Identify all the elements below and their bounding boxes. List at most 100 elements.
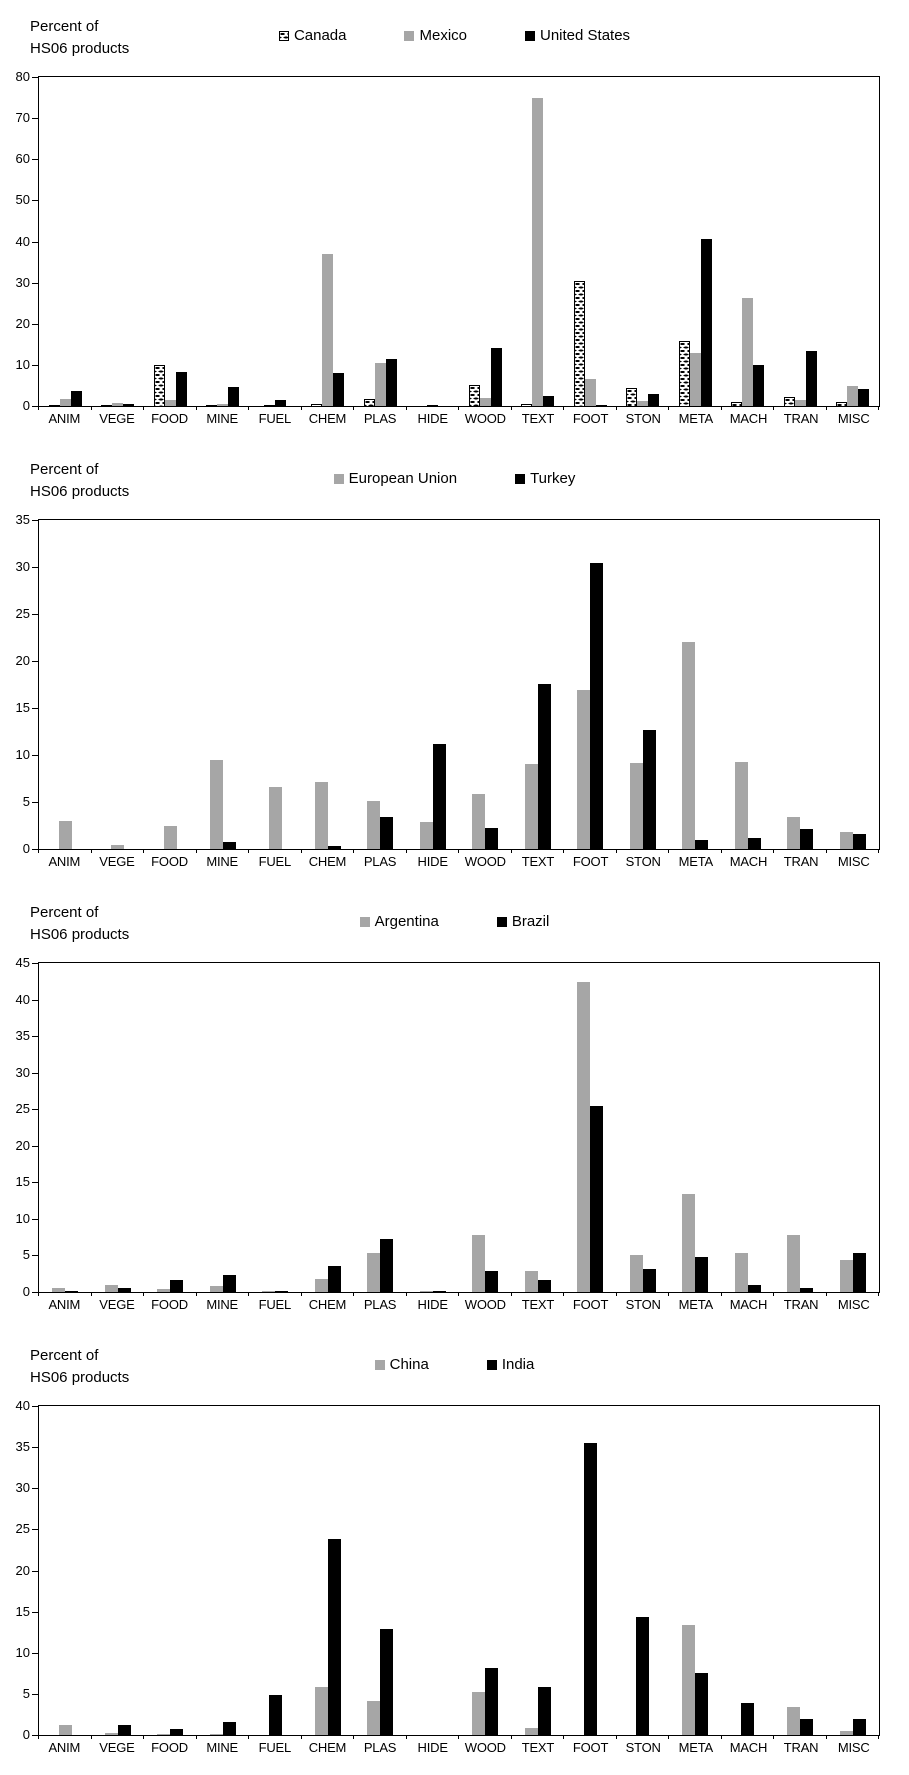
- bar-group-hide: [407, 520, 460, 849]
- bar-canada-hide: [427, 405, 439, 406]
- y-axis-tick: [32, 200, 38, 201]
- x-axis-tick: [353, 849, 354, 853]
- y-tick-label: 50: [15, 192, 30, 207]
- bar-european-union-fuel: [268, 787, 282, 849]
- y-axis-tick: [32, 365, 38, 366]
- bar-group-plas: [354, 77, 407, 406]
- y-tick-label: 25: [15, 1521, 30, 1536]
- y-axis-tick: [32, 1612, 38, 1613]
- chart-argentina-brazil: Percent of HS06 products Argentina Brazil …: [0, 886, 909, 1329]
- legend-item-united-states: United States: [525, 27, 630, 44]
- bar-india-food: [170, 1729, 184, 1735]
- x-tick-label-anim: ANIM: [48, 1297, 81, 1312]
- x-axis-tick: [405, 1292, 407, 1296]
- x-axis-tick: [878, 1735, 879, 1739]
- bar-group-wood: [459, 1406, 512, 1735]
- x-axis-tick: [825, 1735, 827, 1739]
- x-tick-label-foot: FOOT: [572, 1297, 609, 1312]
- x-axis-tick: [615, 1735, 617, 1739]
- bar-united-states-wood: [490, 347, 502, 406]
- y-axis-tick: [32, 1036, 38, 1037]
- bar-argentina-vege: [104, 1285, 118, 1292]
- bar-brazil-text: [537, 1279, 551, 1292]
- bar-european-union-meta: [682, 642, 696, 849]
- x-tick-label-foot: FOOT: [572, 411, 609, 426]
- bar-mexico-tran: [794, 400, 806, 406]
- bar-argentina-hide: [419, 1291, 433, 1292]
- y-tick-label: 10: [15, 1645, 30, 1660]
- bar-group-mach: [722, 963, 775, 1292]
- bar-united-states-foot: [595, 405, 607, 406]
- x-tick-label-foot: FOOT: [572, 854, 609, 869]
- bar-group-tran: [774, 963, 827, 1292]
- x-tick-label-tran: TRAN: [783, 1297, 819, 1312]
- y-axis-tick: [32, 118, 38, 119]
- x-tick-label-wood: WOOD: [464, 1740, 506, 1755]
- bar-european-union-plas: [367, 801, 381, 849]
- y-tick-label: 0: [22, 1727, 30, 1742]
- y-axis-tick: [32, 1488, 38, 1489]
- y-tick-label: 40: [15, 992, 30, 1007]
- bar-united-states-meta: [700, 239, 712, 406]
- x-tick-label-mine: MINE: [206, 854, 239, 869]
- y-axis-tick: [32, 755, 38, 756]
- x-axis-tick: [405, 849, 407, 853]
- x-axis-tick: [510, 1735, 512, 1739]
- legend: China India: [0, 1356, 909, 1373]
- legend-swatch-dotted: [278, 30, 289, 41]
- bar-group-hide: [407, 77, 460, 406]
- bar-brazil-tran: [800, 1287, 814, 1292]
- x-axis-tick: [38, 406, 39, 410]
- bar-turkey-tran: [800, 829, 814, 849]
- bar-india-mach: [741, 1702, 755, 1735]
- bar-group-anim: [39, 1406, 92, 1735]
- bar-european-union-misc: [839, 832, 853, 849]
- y-axis-tick: [32, 1255, 38, 1256]
- x-tick-label-tran: TRAN: [783, 411, 819, 426]
- y-axis-tick: [32, 159, 38, 160]
- x-axis-tick: [195, 1292, 197, 1296]
- x-tick-label-fuel: FUEL: [258, 1297, 292, 1312]
- x-tick-label-mach: MACH: [729, 854, 768, 869]
- x-tick-label-text: TEXT: [521, 854, 555, 869]
- bar-argentina-ston: [629, 1254, 643, 1292]
- bar-turkey-foot: [590, 563, 604, 849]
- x-tick-label-anim: ANIM: [48, 411, 81, 426]
- bar-india-mine: [222, 1721, 236, 1735]
- bar-group-food: [144, 520, 197, 849]
- bar-mexico-foot: [584, 379, 596, 406]
- x-axis-tick: [458, 406, 459, 410]
- bar-group-plas: [354, 963, 407, 1292]
- x-tick-label-chem: CHEM: [308, 1740, 347, 1755]
- x-tick-label-anim: ANIM: [48, 854, 81, 869]
- bar-india-ston: [636, 1616, 650, 1735]
- x-tick-label-hide: HIDE: [417, 1740, 448, 1755]
- x-axis-tick: [90, 849, 92, 853]
- y-tick-label: 10: [15, 357, 30, 372]
- bar-argentina-tran: [787, 1235, 801, 1292]
- x-tick-label-food: FOOD: [151, 1740, 188, 1755]
- x-axis-tick: [90, 1292, 92, 1296]
- bar-canada-misc: [836, 401, 848, 406]
- bar-china-misc: [839, 1730, 853, 1735]
- bar-canada-text: [521, 403, 533, 406]
- bar-group-fuel: [249, 1406, 302, 1735]
- bar-india-foot: [583, 1443, 597, 1735]
- x-axis-tick: [248, 849, 249, 853]
- bar-canada-anim: [48, 404, 60, 406]
- bar-brazil-anim: [65, 1291, 79, 1292]
- bar-mexico-plas: [374, 363, 386, 406]
- legend: Canada Mexico United States: [0, 27, 909, 44]
- x-tick-label-chem: CHEM: [308, 411, 347, 426]
- bar-group-text: [512, 1406, 565, 1735]
- y-axis-title-line1: Percent of: [30, 18, 99, 35]
- x-axis-tick: [143, 406, 144, 410]
- x-axis-tick: [353, 1735, 354, 1739]
- bar-united-states-fuel: [275, 400, 287, 406]
- bar-group-vege: [92, 77, 145, 406]
- bar-brazil-mine: [222, 1274, 236, 1292]
- y-tick-label: 20: [15, 1138, 30, 1153]
- y-tick-label: 10: [15, 747, 30, 762]
- x-tick-label-misc: MISC: [837, 411, 870, 426]
- bar-china-meta: [682, 1624, 696, 1735]
